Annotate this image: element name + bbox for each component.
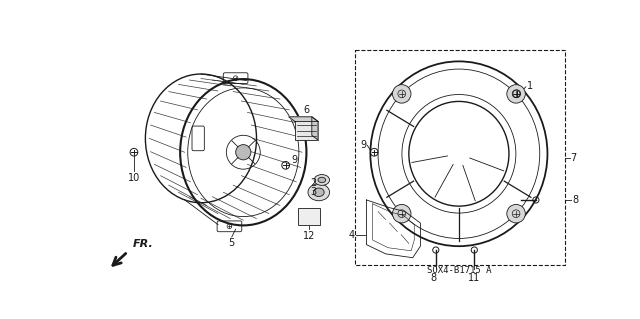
Text: 11: 11: [468, 273, 481, 283]
Text: 2: 2: [310, 178, 316, 188]
Text: 9: 9: [291, 155, 297, 165]
Text: 12: 12: [303, 231, 315, 241]
Text: FR.: FR.: [133, 239, 154, 249]
FancyBboxPatch shape: [295, 122, 318, 140]
Text: 5: 5: [228, 239, 235, 249]
Circle shape: [507, 204, 525, 223]
Text: 3: 3: [310, 187, 316, 197]
Circle shape: [392, 204, 411, 223]
Text: 8: 8: [573, 195, 579, 205]
Text: 8: 8: [431, 273, 436, 283]
Text: 4: 4: [349, 230, 355, 240]
Polygon shape: [289, 117, 318, 122]
Circle shape: [236, 145, 251, 160]
Text: 9: 9: [360, 139, 367, 150]
Circle shape: [392, 85, 411, 103]
Ellipse shape: [318, 177, 326, 183]
Polygon shape: [312, 117, 318, 140]
Text: 10: 10: [128, 173, 140, 183]
Ellipse shape: [314, 188, 324, 197]
Ellipse shape: [308, 184, 330, 201]
FancyBboxPatch shape: [298, 208, 319, 225]
Circle shape: [507, 85, 525, 103]
Text: 6: 6: [303, 105, 310, 115]
Text: SOX4-B1715 A: SOX4-B1715 A: [427, 266, 491, 275]
Ellipse shape: [314, 174, 330, 185]
Text: 1: 1: [527, 81, 532, 91]
Text: 7: 7: [570, 152, 577, 163]
